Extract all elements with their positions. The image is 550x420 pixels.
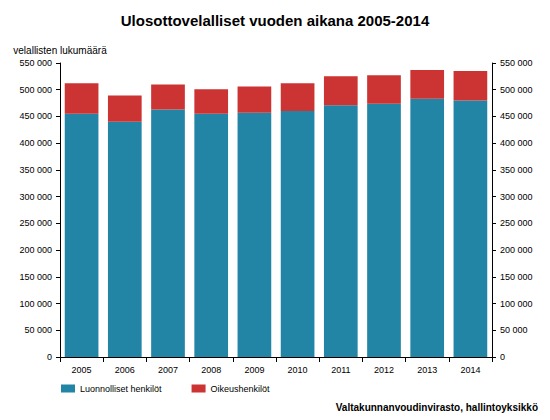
svg-text:350 000: 350 000 [500, 165, 533, 175]
svg-text:450 000: 450 000 [500, 111, 533, 121]
svg-text:550 000: 550 000 [500, 58, 533, 68]
svg-text:250 000: 250 000 [500, 218, 533, 228]
svg-text:50 000: 50 000 [24, 325, 52, 335]
svg-text:400 000: 400 000 [500, 138, 533, 148]
svg-text:Valtakunnanvoudinvirasto, hall: Valtakunnanvoudinvirasto, hallintoyksikk… [336, 402, 538, 413]
svg-text:2008: 2008 [201, 365, 221, 375]
svg-text:350 000: 350 000 [19, 165, 52, 175]
svg-text:Ulosottovelalliset vuoden aika: Ulosottovelalliset vuoden aikana 2005-20… [121, 12, 430, 29]
svg-text:500 000: 500 000 [500, 85, 533, 95]
svg-text:550 000: 550 000 [19, 58, 52, 68]
svg-text:50 000: 50 000 [500, 325, 528, 335]
svg-text:2009: 2009 [244, 365, 264, 375]
svg-text:2006: 2006 [115, 365, 135, 375]
svg-text:150 000: 150 000 [19, 272, 52, 282]
svg-text:Oikeushenkilöt: Oikeushenkilöt [211, 384, 271, 394]
svg-text:0: 0 [500, 352, 505, 362]
svg-text:400 000: 400 000 [19, 138, 52, 148]
svg-text:2010: 2010 [288, 365, 308, 375]
svg-text:200 000: 200 000 [19, 245, 52, 255]
svg-text:300 000: 300 000 [19, 192, 52, 202]
svg-text:Luonnolliset henkilöt: Luonnolliset henkilöt [80, 384, 162, 394]
svg-text:0: 0 [47, 352, 52, 362]
svg-text:250 000: 250 000 [19, 218, 52, 228]
svg-text:150 000: 150 000 [500, 272, 533, 282]
svg-text:200 000: 200 000 [500, 245, 533, 255]
svg-text:2014: 2014 [460, 365, 480, 375]
svg-text:2005: 2005 [72, 365, 92, 375]
svg-text:2007: 2007 [158, 365, 178, 375]
svg-text:300 000: 300 000 [500, 192, 533, 202]
svg-text:velallisten lukumäärä: velallisten lukumäärä [13, 45, 107, 56]
svg-text:2013: 2013 [417, 365, 437, 375]
svg-text:500 000: 500 000 [19, 85, 52, 95]
svg-text:100 000: 100 000 [500, 299, 533, 309]
svg-text:2012: 2012 [374, 365, 394, 375]
svg-text:2011: 2011 [331, 365, 350, 375]
svg-text:450 000: 450 000 [19, 111, 52, 121]
svg-text:100 000: 100 000 [19, 299, 52, 309]
